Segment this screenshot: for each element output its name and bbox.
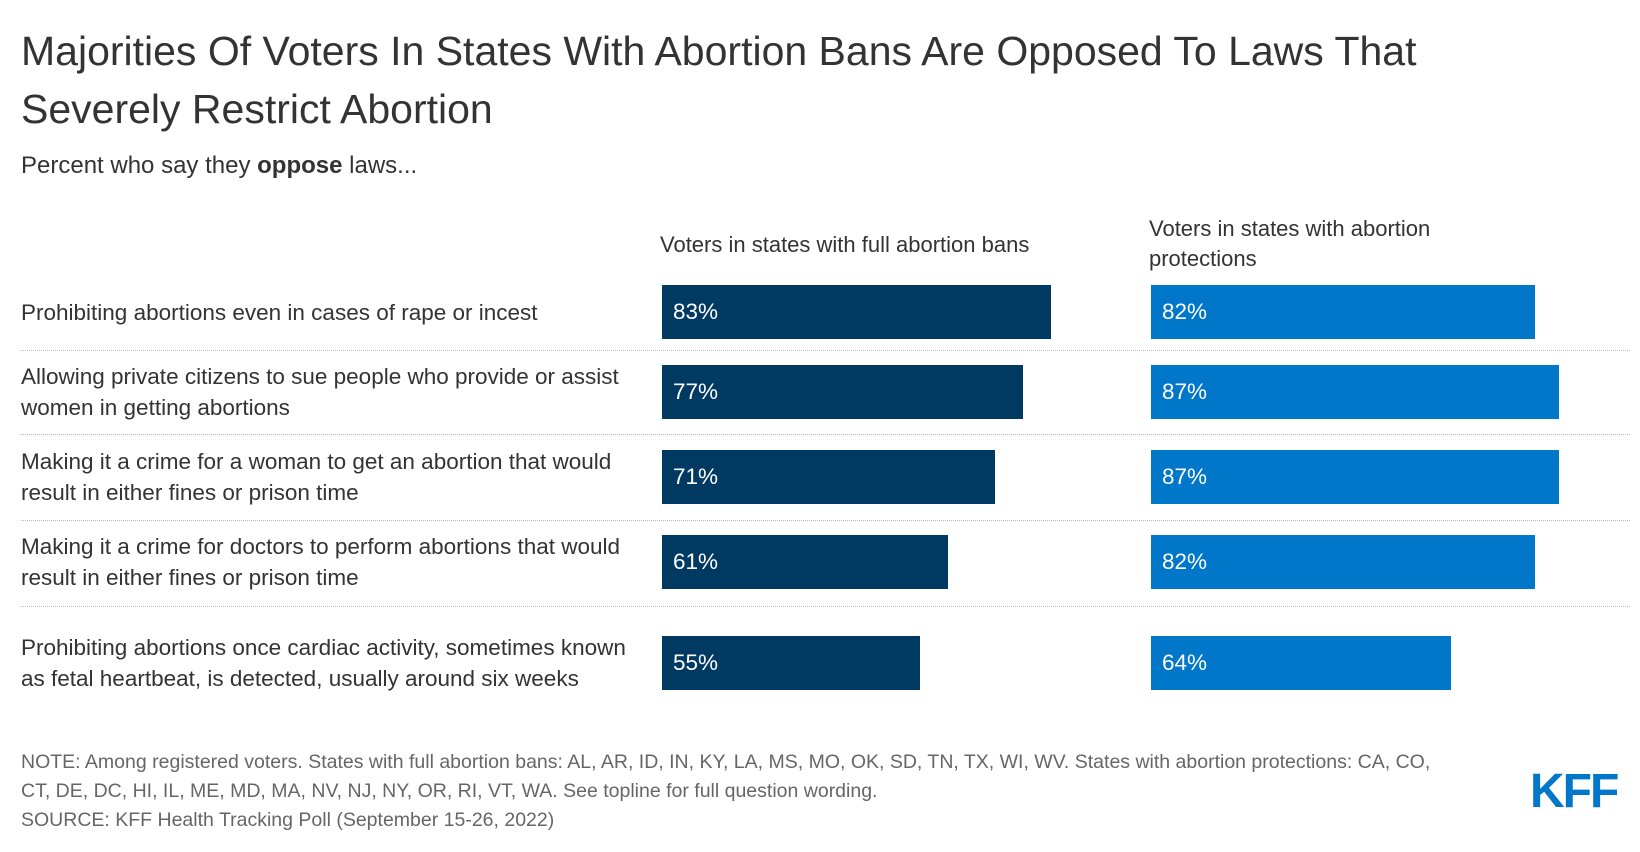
bar-value-label: 87%: [1162, 464, 1208, 489]
note-text: NOTE: Among registered voters. States wi…: [21, 751, 1431, 802]
bar: 87%: [1151, 450, 1559, 504]
bar: 64%: [1151, 636, 1451, 690]
row-separator: [21, 350, 1630, 351]
row-separator: [21, 434, 1630, 435]
bar: 82%: [1151, 285, 1536, 339]
bar-value-label: 55%: [673, 650, 719, 675]
source-text: SOURCE: KFF Health Tracking Poll (Septem…: [21, 809, 555, 831]
chart-subtitle: Percent who say they oppose laws...: [21, 152, 417, 180]
bar: 71%: [662, 450, 995, 504]
row-label: Making it a crime for a woman to get an …: [21, 449, 612, 505]
row-label: Allowing private citizens to sue people …: [21, 364, 619, 420]
series-header-bans: Voters in states with full abortion bans: [660, 232, 1030, 257]
subtitle-bold: oppose: [257, 152, 343, 179]
kff-logo: KFF: [1530, 765, 1619, 818]
bar: 61%: [662, 535, 948, 589]
bar: 82%: [1151, 535, 1536, 589]
bar-value-label: 82%: [1162, 549, 1208, 574]
bar-value-label: 82%: [1162, 299, 1208, 324]
bar: 83%: [662, 285, 1051, 339]
bar-value-label: 64%: [1162, 650, 1208, 675]
chart-title: Majorities Of Voters In States With Abor…: [21, 28, 1417, 132]
footnote: NOTE: Among registered voters. States wi…: [21, 748, 1461, 835]
bar: 55%: [662, 636, 920, 690]
row-label: Making it a crime for doctors to perform…: [21, 534, 621, 590]
row-label: Prohibiting abortions once cardiac activ…: [21, 635, 626, 691]
row-separator: [21, 606, 1630, 607]
row-separator: [21, 520, 1630, 521]
bar-value-label: 83%: [673, 299, 719, 324]
bar: 77%: [662, 365, 1023, 419]
bar-value-label: 77%: [673, 379, 719, 404]
series-header-protections: Voters in states with abortion protectio…: [1149, 216, 1431, 271]
bar: 87%: [1151, 365, 1559, 419]
row-label: Prohibiting abortions even in cases of r…: [21, 299, 538, 325]
bar-value-label: 87%: [1162, 379, 1208, 404]
subtitle-pre: Percent who say they: [21, 152, 258, 179]
bar-value-label: 71%: [673, 464, 719, 489]
subtitle-post: laws...: [342, 152, 418, 179]
bar-value-label: 61%: [673, 549, 719, 574]
